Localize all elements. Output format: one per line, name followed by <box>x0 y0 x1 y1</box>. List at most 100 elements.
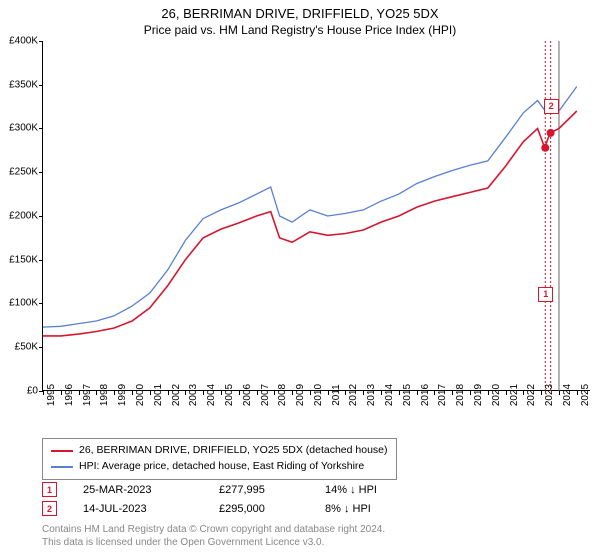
marker-date: 14-JUL-2023 <box>83 503 193 515</box>
series-hpi <box>43 86 577 327</box>
x-axis-label: 2003 <box>188 384 199 406</box>
x-axis-label: 1999 <box>117 384 128 406</box>
chart-lines-svg <box>43 41 591 391</box>
y-axis-label: £350K <box>9 79 38 90</box>
x-tick <box>434 391 435 395</box>
x-axis-label: 2024 <box>562 384 573 406</box>
x-axis-label: 2005 <box>224 384 235 406</box>
x-axis-label: 2019 <box>473 384 484 406</box>
x-axis-label: 2008 <box>277 384 288 406</box>
series-price_paid <box>43 111 577 336</box>
legend-row: HPI: Average price, detached house, East… <box>51 459 388 475</box>
x-tick <box>452 391 453 395</box>
marker-num-box: 1 <box>42 482 57 497</box>
x-tick <box>203 391 204 395</box>
x-tick <box>577 391 578 395</box>
x-axis-label: 2009 <box>295 384 306 406</box>
x-axis-label: 2001 <box>153 384 164 406</box>
x-axis-label: 2000 <box>135 384 146 406</box>
x-tick <box>132 391 133 395</box>
x-axis-label: 1996 <box>64 384 75 406</box>
y-tick <box>39 347 43 348</box>
y-tick <box>39 41 43 42</box>
y-axis-label: £150K <box>9 254 38 265</box>
x-axis-label: 2023 <box>544 384 555 406</box>
x-axis-label: 2010 <box>313 384 324 406</box>
x-tick <box>488 391 489 395</box>
legend-swatch <box>51 450 73 452</box>
y-axis-label: £250K <box>9 167 38 178</box>
x-tick <box>257 391 258 395</box>
x-tick <box>185 391 186 395</box>
y-tick <box>39 216 43 217</box>
y-axis-label: £300K <box>9 123 38 134</box>
x-axis-label: 2002 <box>171 384 182 406</box>
y-tick <box>39 85 43 86</box>
x-axis-label: 2014 <box>384 384 395 406</box>
y-tick <box>39 260 43 261</box>
x-tick <box>470 391 471 395</box>
x-axis-label: 2004 <box>206 384 217 406</box>
x-tick <box>274 391 275 395</box>
chart-area: 1995199619971998199920002001200220032004… <box>42 41 590 391</box>
legend-swatch <box>51 466 73 468</box>
y-axis-label: £0 <box>27 385 38 396</box>
x-axis-label: 2011 <box>331 384 342 406</box>
x-tick <box>61 391 62 395</box>
x-tick <box>523 391 524 395</box>
x-axis-label: 2015 <box>402 384 413 406</box>
marker-num-box: 2 <box>42 501 57 516</box>
x-tick <box>221 391 222 395</box>
legend-label: HPI: Average price, detached house, East… <box>79 459 364 475</box>
legend: 26, BERRIMAN DRIVE, DRIFFIELD, YO25 5DX … <box>42 438 397 480</box>
marker-pct: 14% ↓ HPI <box>325 484 435 496</box>
event-badge: 1 <box>538 287 553 302</box>
y-axis-label: £100K <box>9 298 38 309</box>
y-axis-label: £400K <box>9 35 38 46</box>
x-axis-label: 2018 <box>455 384 466 406</box>
x-tick <box>345 391 346 395</box>
x-tick <box>328 391 329 395</box>
plot-area: 1995199619971998199920002001200220032004… <box>42 41 590 391</box>
footer-line1: Contains HM Land Registry data © Crown c… <box>42 524 385 537</box>
x-tick <box>381 391 382 395</box>
legend-row: 26, BERRIMAN DRIVE, DRIFFIELD, YO25 5DX … <box>51 443 388 459</box>
chart-title: 26, BERRIMAN DRIVE, DRIFFIELD, YO25 5DX <box>0 0 600 23</box>
x-axis-label: 2006 <box>242 384 253 406</box>
footer-attribution: Contains HM Land Registry data © Crown c… <box>42 524 385 549</box>
x-tick <box>150 391 151 395</box>
x-axis-label: 2016 <box>420 384 431 406</box>
x-tick <box>310 391 311 395</box>
x-axis-label: 2012 <box>348 384 359 406</box>
x-tick <box>114 391 115 395</box>
x-axis-label: 2007 <box>260 384 271 406</box>
chart-container: 26, BERRIMAN DRIVE, DRIFFIELD, YO25 5DX … <box>0 0 600 560</box>
x-tick <box>79 391 80 395</box>
y-tick <box>39 303 43 304</box>
event-markers-table: 1 25-MAR-2023 £277,995 14% ↓ HPI 2 14-JUL-202… <box>30 482 435 520</box>
x-tick <box>292 391 293 395</box>
y-tick <box>39 172 43 173</box>
marker-price: £277,995 <box>219 484 299 496</box>
legend-label: 26, BERRIMAN DRIVE, DRIFFIELD, YO25 5DX … <box>79 443 388 459</box>
x-axis-label: 2013 <box>366 384 377 406</box>
x-axis-label: 2022 <box>526 384 537 406</box>
x-tick <box>168 391 169 395</box>
x-tick <box>506 391 507 395</box>
x-tick <box>399 391 400 395</box>
x-tick <box>239 391 240 395</box>
event-dot <box>547 129 555 137</box>
y-axis-label: £50K <box>15 342 38 353</box>
marker-date: 25-MAR-2023 <box>83 484 193 496</box>
y-axis-label: £200K <box>9 210 38 221</box>
x-axis-label: 1998 <box>99 384 110 406</box>
footer-line2: This data is licensed under the Open Gov… <box>42 537 385 550</box>
x-tick <box>541 391 542 395</box>
x-axis-label: 1997 <box>82 384 93 406</box>
x-axis-label: 2017 <box>437 384 448 406</box>
marker-row: 1 25-MAR-2023 £277,995 14% ↓ HPI <box>30 482 435 497</box>
x-axis-label: 1995 <box>46 384 57 406</box>
chart-subtitle: Price paid vs. HM Land Registry's House … <box>0 23 600 41</box>
x-tick <box>43 391 44 395</box>
x-tick <box>559 391 560 395</box>
